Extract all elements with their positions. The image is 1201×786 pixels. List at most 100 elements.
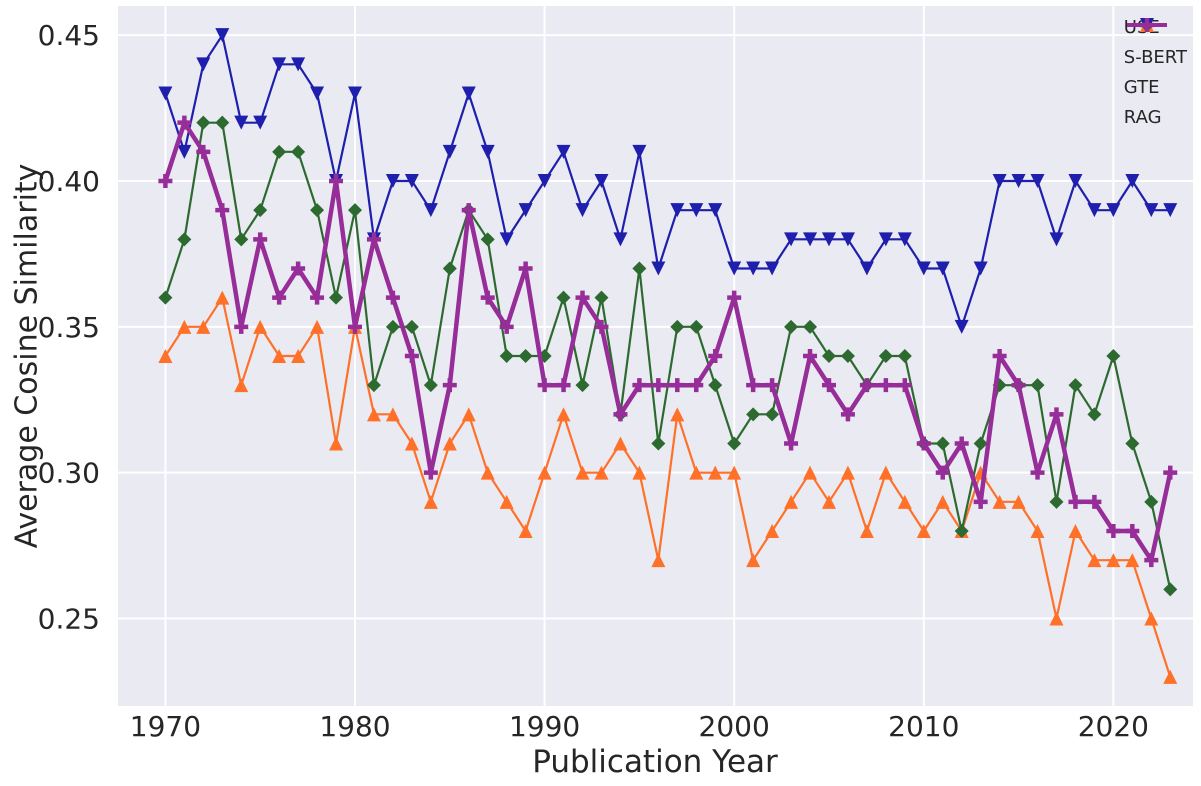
- plus-marker: [1163, 465, 1178, 480]
- plus-marker: [727, 290, 742, 305]
- plus-marker: [651, 378, 666, 393]
- triangle-up-marker: [234, 378, 249, 393]
- triangle-down-marker: [158, 86, 173, 101]
- diamond-marker: [594, 290, 609, 305]
- triangle-down-marker: [670, 203, 685, 218]
- triangle-up-marker: [253, 319, 268, 334]
- triangle-up-marker: [1125, 553, 1140, 568]
- diamond-marker: [803, 319, 818, 334]
- triangle-down-marker: [1087, 203, 1102, 218]
- triangle-down-marker: [461, 86, 476, 101]
- diamond-marker: [196, 115, 211, 130]
- triangle-down-marker: [803, 232, 818, 247]
- triangle-up-marker: [651, 553, 666, 568]
- triangle-up-marker: [329, 436, 344, 451]
- triangle-down-marker: [594, 174, 609, 188]
- diamond-marker: [556, 290, 571, 305]
- diamond-marker: [727, 436, 742, 451]
- triangle-up-marker: [385, 407, 400, 422]
- diamond-marker: [404, 319, 419, 334]
- plus-marker: [499, 319, 514, 334]
- legend-label: S-BERT: [1123, 47, 1187, 68]
- triangle-up-marker: [310, 319, 325, 334]
- x-tick-label: 2020: [1078, 710, 1149, 743]
- triangle-down-marker: [442, 144, 457, 159]
- triangle-up-marker: [1068, 524, 1083, 538]
- triangle-down-marker: [1011, 174, 1026, 188]
- legend-label: RAG: [1123, 107, 1162, 128]
- triangle-up-marker: [613, 436, 628, 451]
- series-rag: [158, 115, 1178, 568]
- triangle-up-marker: [366, 407, 381, 422]
- triangle-up-marker: [594, 465, 609, 480]
- triangle-up-marker: [765, 524, 780, 538]
- plus-marker: [973, 494, 988, 509]
- triangle-up-marker: [537, 465, 552, 480]
- triangle-down-marker: [1049, 232, 1064, 247]
- series-use: [158, 290, 1178, 684]
- triangle-down-marker: [689, 203, 704, 218]
- triangle-up-marker: [158, 349, 173, 363]
- triangle-down-marker: [499, 232, 514, 247]
- diamond-marker: [575, 378, 590, 393]
- triangle-down-marker: [651, 261, 666, 276]
- plus-marker: [935, 465, 950, 480]
- triangle-down-marker: [215, 28, 230, 43]
- plus-marker: [954, 436, 969, 451]
- triangle-up-marker: [746, 553, 761, 568]
- legend-item-s-bert: S-BERT: [1123, 18, 1187, 70]
- triangle-up-marker: [556, 407, 571, 422]
- triangle-down-marker: [177, 144, 192, 159]
- legend-item-rag: RAG: [1123, 18, 1187, 130]
- triangle-down-marker: [404, 174, 419, 188]
- diamond-marker: [840, 349, 855, 363]
- triangle-up-marker: [575, 465, 590, 480]
- y-tick-label: 0.35: [38, 311, 100, 344]
- diamond-marker: [272, 144, 287, 159]
- diamond-marker: [442, 261, 457, 276]
- triangle-down-marker: [765, 261, 780, 276]
- diamond-marker: [1068, 378, 1083, 393]
- plus-marker: [897, 378, 912, 393]
- triangle-down-marker: [537, 174, 552, 188]
- plus-marker: [821, 378, 836, 393]
- diamond-marker: [632, 261, 647, 276]
- triangle-down-marker: [708, 203, 723, 218]
- plus-marker: [1144, 553, 1159, 568]
- triangle-up-marker: [461, 407, 476, 422]
- triangle-down-marker: [821, 232, 836, 247]
- plus-marker: [632, 378, 647, 393]
- diamond-marker: [689, 319, 704, 334]
- diamond-marker: [158, 290, 173, 305]
- legend-marker-icon: [1126, 18, 1167, 32]
- triangle-up-marker: [1049, 611, 1064, 626]
- diamond-marker: [821, 349, 836, 363]
- legend-item-gte: GTE: [1124, 18, 1187, 100]
- plus-marker: [1087, 494, 1102, 509]
- plus-marker: [746, 378, 761, 393]
- triangle-up-marker: [1144, 611, 1159, 626]
- diamond-marker: [784, 319, 799, 334]
- plus-marker: [518, 261, 533, 276]
- diamond-marker: [177, 232, 192, 247]
- diamond-marker: [651, 436, 666, 451]
- diamond-marker: [1030, 378, 1045, 393]
- triangle-down-marker: [1068, 174, 1083, 188]
- triangle-down-marker: [310, 86, 325, 101]
- triangle-up-marker: [935, 494, 950, 509]
- triangle-up-marker: [916, 524, 931, 538]
- triangle-down-marker: [196, 57, 211, 72]
- triangle-up-marker: [803, 465, 818, 480]
- plus-marker: [423, 465, 438, 480]
- x-tick-label: 1980: [319, 710, 390, 743]
- x-tick-label: 2010: [888, 710, 959, 743]
- diamond-marker: [973, 436, 988, 451]
- plus-marker: [803, 349, 818, 363]
- triangle-up-marker: [1011, 494, 1026, 509]
- triangle-down-marker: [272, 57, 287, 72]
- diamond-marker: [234, 232, 249, 247]
- diamond-marker: [1087, 407, 1102, 422]
- triangle-up-marker: [632, 465, 647, 480]
- triangle-down-marker: [253, 115, 268, 130]
